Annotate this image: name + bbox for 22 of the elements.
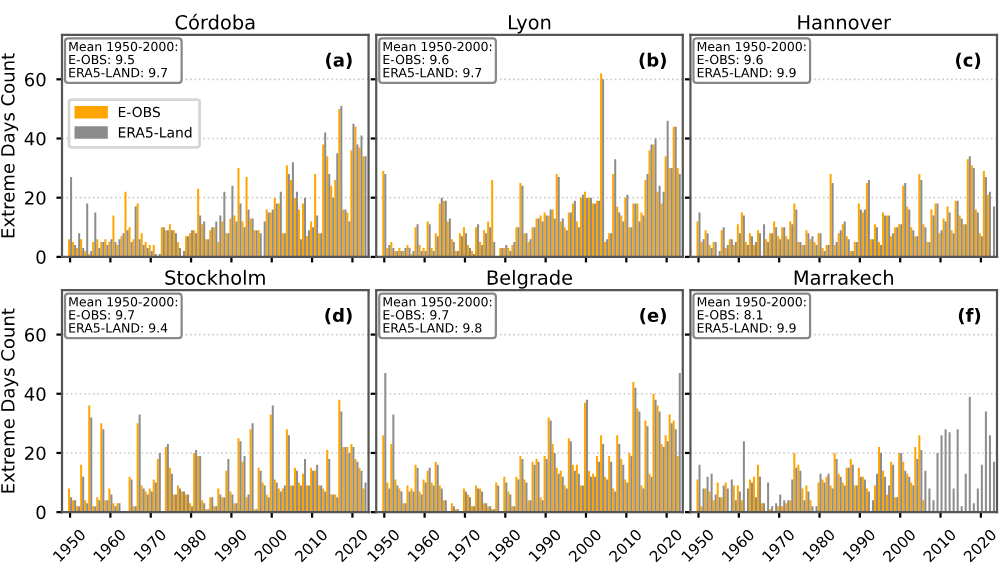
annotation: (d) <box>325 308 352 325</box>
y-tick-label: 20 <box>25 446 46 461</box>
y-tick-label: 20 <box>25 191 46 205</box>
y-tick-label: 60 <box>25 72 46 87</box>
chart-title: Hannover <box>798 15 891 30</box>
y-tick-label: 0 <box>36 250 46 265</box>
chart-title: Marrakech <box>794 269 893 285</box>
annotation: (f) <box>958 308 981 325</box>
annotation: (b) <box>639 52 666 69</box>
annotation: (a) <box>326 52 352 69</box>
y-tick-label: 60 <box>25 328 46 342</box>
chart-title: Córdoba <box>175 13 255 30</box>
y-tick-label: 0 <box>36 505 46 520</box>
y-tick-label: 40 <box>24 387 46 401</box>
annotation: (c) <box>956 52 981 69</box>
chart-title: Belgrade <box>487 269 573 289</box>
y-axis-title: Extreme Days Count <box>1 308 19 493</box>
annotation: (e) <box>640 308 666 325</box>
y-axis-title: Extreme Days Count <box>1 53 19 238</box>
chart-title: Lyon <box>509 15 551 34</box>
chart-title: Stockholm <box>165 269 265 285</box>
y-tick-label: 40 <box>24 131 46 146</box>
